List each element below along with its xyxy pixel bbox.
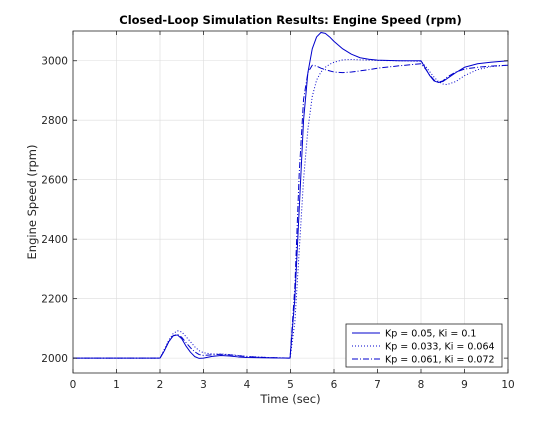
legend-box xyxy=(345,323,503,368)
x-tick-label: 10 xyxy=(501,379,514,391)
y-tick-label: 2800 xyxy=(41,115,68,127)
y-tick-label: 2200 xyxy=(41,294,68,306)
legend-label-1: Kp = 0.05, Ki = 0.1 xyxy=(385,329,476,340)
y-tick-label: 2400 xyxy=(41,234,68,246)
chart-title: Closed-Loop Simulation Results: Engine S… xyxy=(119,13,461,27)
x-tick-label: 1 xyxy=(113,379,120,391)
x-tick-label: 2 xyxy=(157,379,164,391)
y-tick-label: 3000 xyxy=(41,56,68,68)
x-tick-label: 9 xyxy=(461,379,468,391)
x-tick-label: 7 xyxy=(374,379,381,391)
series-line-2 xyxy=(73,59,508,359)
legend-entries: Kp = 0.05, Ki = 0.1 Kp = 0.033, Ki = 0.06… xyxy=(352,329,495,366)
y-tick-label: 2600 xyxy=(41,175,68,187)
legend-label-3: Kp = 0.061, Ki = 0.072 xyxy=(385,355,495,366)
y-axis-label: Engine Speed (rpm) xyxy=(25,145,39,260)
x-tick-label: 3 xyxy=(200,379,207,391)
series-line-3 xyxy=(73,63,508,359)
x-axis-label: Time (sec) xyxy=(259,392,320,406)
series-line-1 xyxy=(73,31,508,359)
x-tick-label: 4 xyxy=(244,379,251,391)
y-tick-label: 2000 xyxy=(41,353,68,365)
series-group xyxy=(73,31,508,359)
x-tick-label: 5 xyxy=(287,379,294,391)
x-tick-label: 8 xyxy=(418,379,425,391)
x-tick-label: 6 xyxy=(331,379,338,391)
axis-ticks: 0 1 2 3 4 5 6 7 8 9 10 2000 2200 2400 2600 2800 3000 xyxy=(41,31,515,391)
legend: Kp = 0.05, Ki = 0.1 Kp = 0.033, Ki = 0.06… xyxy=(345,323,503,368)
x-tick-label: 0 xyxy=(70,379,77,391)
legend-label-2: Kp = 0.033, Ki = 0.064 xyxy=(385,342,495,353)
